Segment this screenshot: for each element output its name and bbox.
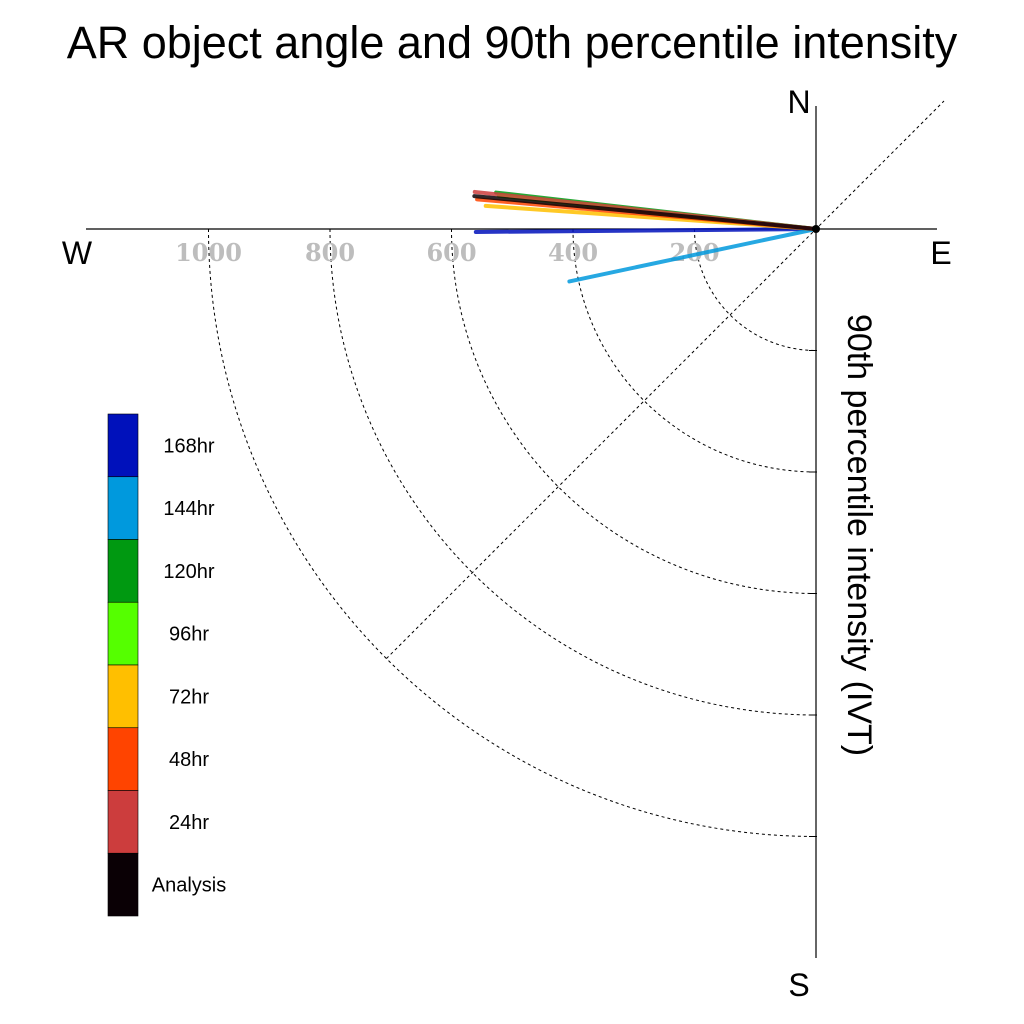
legend-swatch-120hr [107, 539, 139, 603]
legend-label-24hr: 24hr [169, 812, 209, 834]
range-ring-600 [451, 228, 817, 594]
compass-west: W [62, 235, 93, 271]
radial-tick-label-600: 600 [426, 238, 476, 267]
legend-swatch-168hr [107, 413, 139, 478]
legend-swatch-96hr [107, 601, 139, 666]
legend-label-72hr: 72hr [169, 686, 209, 708]
radial-ticks: 1000 800 600 400 200 [175, 238, 719, 267]
legend-label-120hr: 120hr [163, 561, 214, 583]
legend-label-168hr: 168hr [163, 435, 214, 457]
legend-swatch-analysis [107, 852, 139, 917]
vector-168hr [473, 227, 818, 234]
legend-swatch-72hr [107, 664, 139, 729]
compass-north: N [787, 84, 810, 120]
chart-title: AR object angle and 90th percentile inte… [67, 17, 958, 68]
legend-swatch-48hr [107, 727, 139, 791]
vector-144hr [567, 227, 818, 284]
legend-label-96hr: 96hr [169, 624, 209, 646]
origin-point [812, 225, 820, 233]
range-ring-400 [572, 228, 817, 473]
compass-east: E [930, 235, 951, 271]
legend: 168hr 144hr 120hr 96hr 72hr 48hr 24hr Analysis [107, 413, 226, 917]
compass-south: S [788, 967, 809, 1003]
range-ring-1000 [208, 228, 817, 837]
vectors [472, 189, 820, 284]
vector-analysis [472, 194, 818, 231]
legend-label-144hr: 144hr [163, 498, 214, 520]
axes [86, 106, 937, 958]
legend-label-analysis: Analysis [152, 875, 226, 897]
legend-label-48hr: 48hr [169, 749, 209, 771]
radial-tick-label-400: 400 [548, 238, 598, 267]
radial-tick-label-800: 800 [305, 238, 355, 267]
radial-tick-label-1000: 1000 [175, 238, 242, 267]
legend-swatch-24hr [107, 790, 139, 854]
range-ring-800 [329, 228, 817, 716]
legend-swatch-144hr [107, 476, 139, 540]
y-axis-label: 90th percentile intensity (IVT) [840, 314, 878, 756]
